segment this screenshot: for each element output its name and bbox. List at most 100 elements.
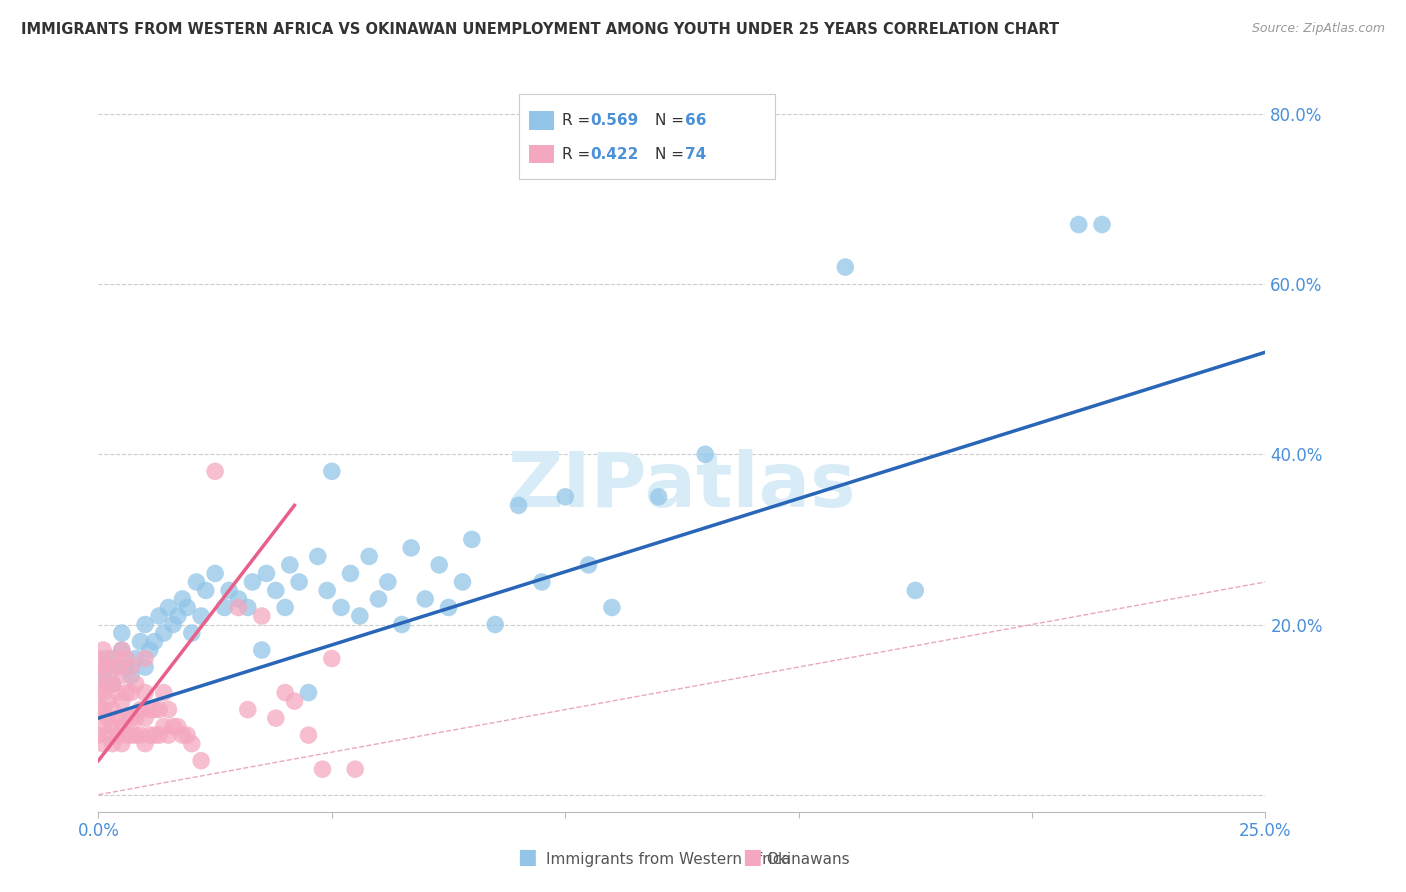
Point bbox=[162, 720, 184, 734]
Point bbox=[101, 720, 124, 734]
Point bbox=[120, 668, 142, 682]
Point bbox=[152, 685, 174, 699]
Point bbox=[101, 677, 124, 691]
Point bbox=[139, 643, 162, 657]
Point bbox=[283, 694, 305, 708]
Text: ■: ■ bbox=[742, 847, 762, 867]
Point bbox=[190, 754, 212, 768]
Point bbox=[97, 711, 120, 725]
Point bbox=[134, 660, 156, 674]
Point bbox=[427, 558, 450, 572]
Point bbox=[91, 737, 114, 751]
Point bbox=[1067, 218, 1090, 232]
Point bbox=[143, 728, 166, 742]
Point bbox=[111, 694, 134, 708]
Point bbox=[87, 651, 110, 665]
Point bbox=[297, 728, 319, 742]
Point bbox=[242, 574, 264, 589]
Point bbox=[115, 660, 138, 674]
Point bbox=[250, 609, 273, 624]
Point bbox=[228, 591, 250, 606]
Point bbox=[437, 600, 460, 615]
Point bbox=[91, 643, 114, 657]
Point bbox=[264, 711, 287, 725]
Point bbox=[274, 600, 297, 615]
Point bbox=[530, 574, 553, 589]
Point bbox=[97, 651, 120, 665]
Text: IMMIGRANTS FROM WESTERN AFRICA VS OKINAWAN UNEMPLOYMENT AMONG YOUTH UNDER 25 YEA: IMMIGRANTS FROM WESTERN AFRICA VS OKINAW… bbox=[21, 22, 1059, 37]
Point bbox=[97, 677, 120, 691]
Point bbox=[91, 668, 114, 682]
Point bbox=[695, 447, 717, 461]
Text: Immigrants from Western Africa: Immigrants from Western Africa bbox=[546, 852, 790, 867]
Point bbox=[111, 720, 134, 734]
Point bbox=[186, 574, 208, 589]
Point bbox=[91, 720, 114, 734]
Point bbox=[166, 720, 188, 734]
Point bbox=[120, 660, 142, 674]
Point bbox=[152, 626, 174, 640]
Text: Source: ZipAtlas.com: Source: ZipAtlas.com bbox=[1251, 22, 1385, 36]
Point bbox=[647, 490, 669, 504]
Point bbox=[214, 600, 236, 615]
Point bbox=[87, 668, 110, 682]
Point bbox=[129, 634, 152, 648]
Point bbox=[236, 703, 259, 717]
Point bbox=[834, 260, 856, 274]
Point bbox=[484, 617, 506, 632]
Point bbox=[105, 711, 128, 725]
Point bbox=[508, 499, 530, 513]
Point bbox=[278, 558, 301, 572]
Point bbox=[157, 600, 180, 615]
Point bbox=[125, 728, 148, 742]
Point bbox=[399, 541, 422, 555]
Point bbox=[120, 728, 142, 742]
Point bbox=[120, 711, 142, 725]
Point bbox=[115, 651, 138, 665]
Point bbox=[204, 566, 226, 581]
Point bbox=[297, 685, 319, 699]
Point bbox=[148, 609, 170, 624]
Point bbox=[157, 703, 180, 717]
Point bbox=[554, 490, 576, 504]
Point bbox=[105, 685, 128, 699]
Point bbox=[172, 591, 194, 606]
Point bbox=[139, 728, 162, 742]
Point bbox=[101, 677, 124, 691]
Point bbox=[115, 711, 138, 725]
Point bbox=[101, 703, 124, 717]
Point bbox=[105, 660, 128, 674]
Point bbox=[176, 728, 198, 742]
Point bbox=[330, 600, 353, 615]
Point bbox=[218, 583, 240, 598]
Point bbox=[316, 583, 339, 598]
Point bbox=[339, 566, 361, 581]
Point bbox=[101, 737, 124, 751]
Point bbox=[250, 643, 273, 657]
Point bbox=[105, 728, 128, 742]
Point bbox=[377, 574, 399, 589]
Point bbox=[115, 728, 138, 742]
Point bbox=[111, 668, 134, 682]
Point bbox=[194, 583, 217, 598]
Point bbox=[143, 703, 166, 717]
Point bbox=[134, 685, 156, 699]
Point bbox=[172, 728, 194, 742]
Point bbox=[344, 762, 367, 776]
Point bbox=[148, 728, 170, 742]
Point bbox=[134, 711, 156, 725]
Point bbox=[321, 464, 343, 478]
Point bbox=[115, 685, 138, 699]
Point bbox=[228, 600, 250, 615]
Point bbox=[391, 617, 413, 632]
Point bbox=[129, 728, 152, 742]
Point bbox=[274, 685, 297, 699]
Point bbox=[139, 703, 162, 717]
Point bbox=[134, 737, 156, 751]
Point bbox=[134, 617, 156, 632]
Point bbox=[578, 558, 600, 572]
Text: ZIPatlas: ZIPatlas bbox=[508, 449, 856, 523]
Point bbox=[264, 583, 287, 598]
Point bbox=[359, 549, 381, 564]
Point bbox=[111, 643, 134, 657]
